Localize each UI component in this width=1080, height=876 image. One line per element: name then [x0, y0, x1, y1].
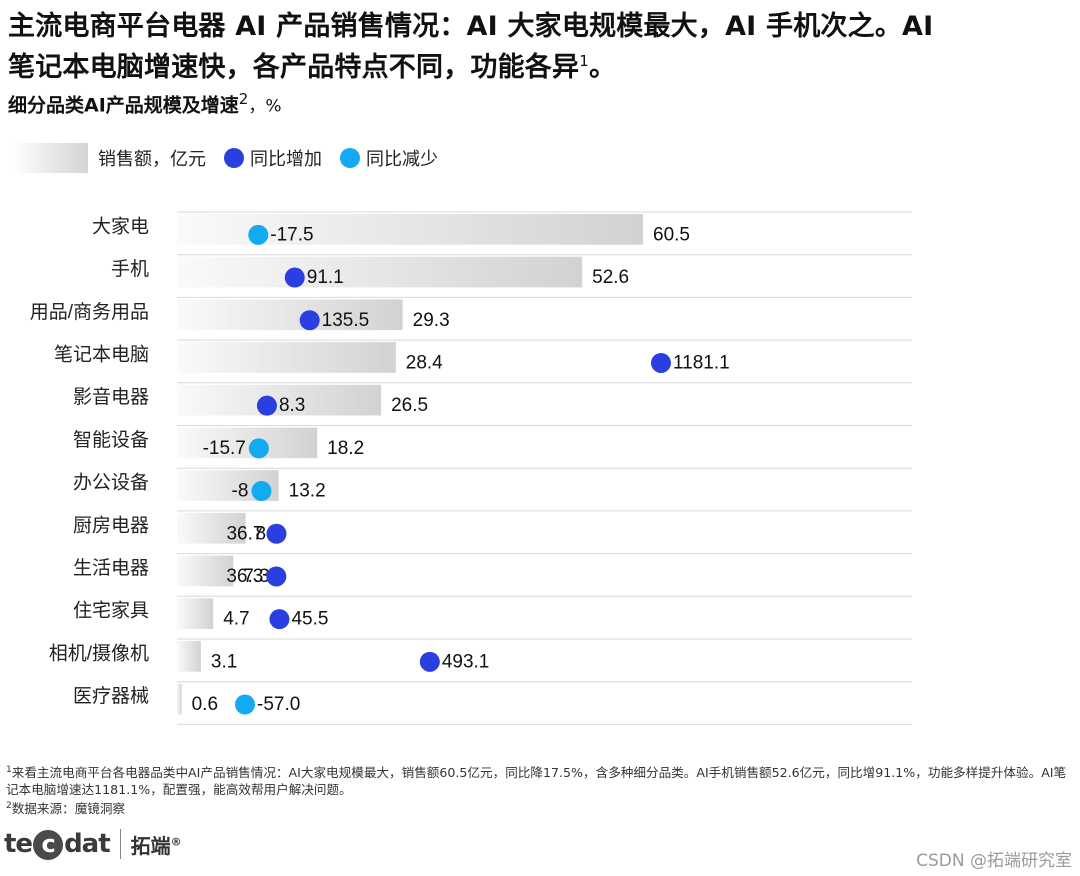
category-label: 住宅家具	[73, 600, 149, 622]
title-line-2: 笔记本电脑增速快，各产品特点不同，功能各异	[8, 52, 580, 83]
logo-chinese-name: 拓端®	[131, 830, 182, 859]
growth-dot	[235, 694, 255, 715]
growth-value-label: -15.7	[203, 438, 246, 459]
sales-value-label: 29.3	[413, 310, 450, 331]
category-label: 相机/摄像机	[49, 642, 149, 664]
growth-dot	[419, 651, 440, 672]
category-label: 医疗器械	[73, 685, 149, 707]
title-line-1: 主流电商平台电器 AI 产品销售情况：AI 大家电规模最大，AI 手机次之。AI	[8, 11, 934, 42]
footnote-2: 2数据来源：魔镜洞察	[6, 798, 1074, 817]
growth-dot	[651, 352, 671, 373]
category-label: 手机	[111, 258, 149, 280]
sales-bar	[177, 598, 214, 629]
sales-value-label: 26.5	[391, 395, 428, 416]
legend-increase-label: 同比增加	[250, 149, 322, 170]
sales-value-label: 52.6	[592, 267, 629, 288]
legend-decrease-dot	[340, 148, 360, 168]
category-label: 生活电器	[73, 557, 149, 579]
growth-dot	[256, 395, 277, 416]
sales-bar	[177, 256, 583, 288]
sales-value-label: 18.2	[327, 438, 364, 459]
subtitle-footnote-marker: 2	[238, 90, 249, 108]
growth-value-label: 36.3	[226, 566, 263, 587]
sales-value-label: 28.4	[406, 352, 443, 373]
logo-divider	[119, 829, 121, 859]
growth-dot	[284, 267, 305, 288]
growth-value-label: -17.5	[270, 224, 313, 245]
growth-dot	[251, 481, 272, 502]
logo-wordmark-part: te	[4, 828, 33, 859]
sales-value-label: 3.1	[211, 651, 237, 672]
footnote-1-marker: 1	[6, 765, 12, 775]
brand-logo: te c dat 拓端®	[4, 822, 182, 866]
category-label: 影音电器	[73, 386, 149, 408]
bar-dot-chart: 大家电 60.5 -17.5 手机 52.6 91.1 用品/商务用品 29.3 135.5 笔记…	[30, 211, 912, 725]
sales-bar	[177, 299, 403, 331]
sales-bar	[177, 641, 201, 672]
chart-subtitle: 细分品类AI产品规模及增速2，%	[8, 90, 281, 117]
growth-value-label: 91.1	[307, 267, 344, 288]
growth-value-label: -57.0	[257, 694, 300, 715]
sales-value-label: 4.7	[223, 609, 249, 630]
growth-value-label: -8	[232, 481, 249, 502]
logo-registered-mark: ®	[170, 834, 182, 848]
sales-bar	[177, 555, 234, 587]
growth-value-label: 45.5	[291, 609, 328, 630]
category-label: 厨房电器	[73, 514, 149, 536]
growth-dot	[266, 566, 287, 587]
sales-bar	[177, 342, 396, 373]
title-footnote-marker: 1	[579, 52, 589, 70]
sales-value-label: 13.2	[289, 481, 326, 502]
growth-value-label: 36.7	[226, 523, 263, 544]
sales-bar	[177, 512, 246, 544]
sales-bar	[177, 427, 318, 459]
footnote-2-text: 数据来源：魔镜洞察	[11, 801, 126, 817]
sales-value-label: 7.3	[243, 566, 269, 587]
sales-bar	[177, 214, 643, 245]
growth-value-label: 1181.1	[673, 352, 730, 373]
growth-dot	[299, 310, 320, 331]
footnote-1: 1来看主流电商平台各电器品类中AI产品销售情况：AI大家电规模最大，销售额60.…	[6, 762, 1074, 798]
growth-dot	[248, 438, 269, 459]
chart-legend: 销售额，亿元 同比增加 同比减少	[12, 143, 438, 173]
legend-bar-label: 销售额，亿元	[98, 149, 206, 170]
footnote-2-marker: 2	[6, 801, 12, 812]
category-label: 大家电	[92, 215, 149, 237]
growth-dot	[248, 224, 269, 245]
growth-value-label: 135.5	[322, 310, 370, 331]
legend-bar-swatch	[12, 143, 88, 173]
sales-bar	[177, 384, 382, 416]
growth-value-label: 8.3	[279, 395, 305, 416]
footnote-1-text: 来看主流电商平台各电器品类中AI产品销售情况：AI大家电规模最大，销售额60.5…	[6, 765, 1067, 798]
footnotes: 1来看主流电商平台各电器品类中AI产品销售情况：AI大家电规模最大，销售额60.…	[6, 762, 1074, 817]
sales-value-label: 60.5	[653, 224, 690, 245]
legend-decrease-label: 同比减少	[366, 149, 438, 170]
page-title: 主流电商平台电器 AI 产品销售情况：AI 大家电规模最大，AI 手机次之。AI…	[8, 10, 1074, 85]
title-end: 。	[588, 52, 617, 83]
sales-value-label: 0.6	[192, 694, 218, 715]
growth-value-label: 493.1	[442, 651, 490, 672]
logo-chinese-text: 拓端	[130, 833, 171, 858]
subtitle-unit: ，%	[248, 96, 282, 117]
logo-wordmark-part: dat	[64, 828, 111, 859]
category-label: 笔记本电脑	[54, 343, 149, 365]
category-label: 用品/商务用品	[30, 301, 149, 323]
subtitle-text: 细分品类AI产品规模及增速	[8, 94, 239, 117]
logo-circle-letter: c	[33, 829, 64, 860]
logo-wordmark: te c dat	[4, 828, 111, 860]
csdn-watermark: CSDN @拓端研究室	[916, 851, 1072, 871]
growth-dot	[266, 523, 287, 544]
category-label: 办公设备	[73, 472, 149, 494]
legend-increase-dot	[224, 148, 244, 168]
sales-bar	[177, 683, 182, 715]
growth-dot	[269, 609, 290, 630]
category-label: 智能设备	[73, 429, 149, 451]
